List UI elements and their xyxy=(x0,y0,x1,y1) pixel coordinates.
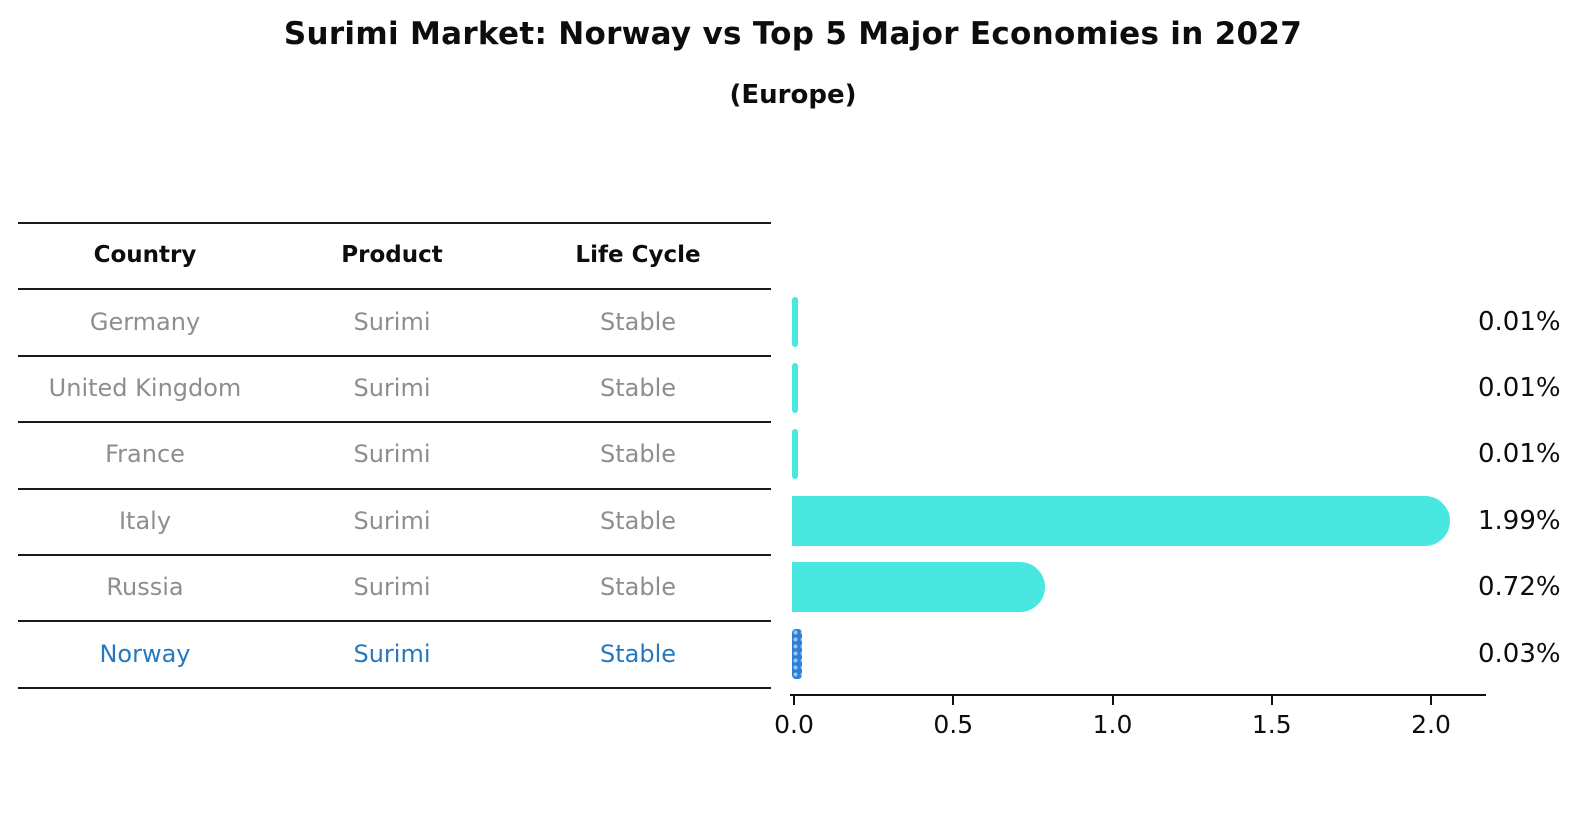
bar-italy xyxy=(792,495,1450,546)
chart-subtitle: (Europe) xyxy=(729,80,857,110)
table-divider xyxy=(18,554,771,556)
table-cell: Norway xyxy=(99,639,191,668)
x-axis-tick-label: 0.0 xyxy=(774,710,814,739)
bar-highlight-norway xyxy=(792,628,802,679)
x-axis-tick-label: 1.5 xyxy=(1251,710,1292,739)
table-cell: Surimi xyxy=(353,374,431,402)
table-cell: Stable xyxy=(599,307,677,336)
x-axis-tick-label: 1.0 xyxy=(1092,710,1133,739)
x-axis-line xyxy=(790,694,1486,696)
table-cell: Stable xyxy=(599,440,677,469)
chart-title: Surimi Market: Norway vs Top 5 Major Eco… xyxy=(283,16,1303,52)
table-cell: Surimi xyxy=(353,639,431,668)
x-axis-tick xyxy=(952,696,955,705)
value-label: 0.01% xyxy=(1478,439,1561,470)
bar-germany xyxy=(792,296,798,347)
x-axis-tick xyxy=(1430,696,1432,705)
value-label: 0.01% xyxy=(1478,373,1561,403)
x-axis-tick xyxy=(1270,696,1273,705)
table-cell: United Kingdom xyxy=(48,374,242,402)
table-divider xyxy=(18,288,771,291)
table-cell: Stable xyxy=(599,374,677,402)
bar-france xyxy=(792,429,798,480)
bar-russia xyxy=(792,562,1046,613)
table-cell: Surimi xyxy=(353,307,431,336)
value-label: 0.01% xyxy=(1478,306,1561,337)
table-divider xyxy=(18,222,771,224)
table-cell: Surimi xyxy=(353,506,431,535)
bar-united-kingdom xyxy=(792,363,798,413)
value-label: 0.72% xyxy=(1478,572,1561,603)
x-axis-tick xyxy=(1111,696,1114,705)
column-header-product: Product xyxy=(341,242,443,269)
column-header-country: Country xyxy=(93,242,197,269)
x-axis-tick xyxy=(793,696,795,705)
table-cell: Surimi xyxy=(353,573,431,602)
table-divider xyxy=(18,686,771,689)
table-divider xyxy=(18,354,771,357)
x-axis-tick-label: 2.0 xyxy=(1411,710,1451,739)
column-header-life-cycle: Life Cycle xyxy=(575,242,701,269)
table-cell: Stable xyxy=(599,639,677,668)
value-label: 0.03% xyxy=(1478,638,1561,669)
table-divider xyxy=(18,620,771,623)
x-axis-tick-label: 0.5 xyxy=(933,710,974,739)
value-label: 1.99% xyxy=(1478,505,1561,536)
table-divider xyxy=(18,487,771,490)
table-cell: France xyxy=(105,440,185,469)
table-cell: Russia xyxy=(106,573,184,602)
table-divider xyxy=(18,421,771,424)
table-cell: Stable xyxy=(599,573,677,602)
table-cell: Stable xyxy=(599,506,677,535)
table-cell: Germany xyxy=(89,307,201,336)
table-cell: Surimi xyxy=(353,440,431,469)
table-cell: Italy xyxy=(118,506,172,535)
